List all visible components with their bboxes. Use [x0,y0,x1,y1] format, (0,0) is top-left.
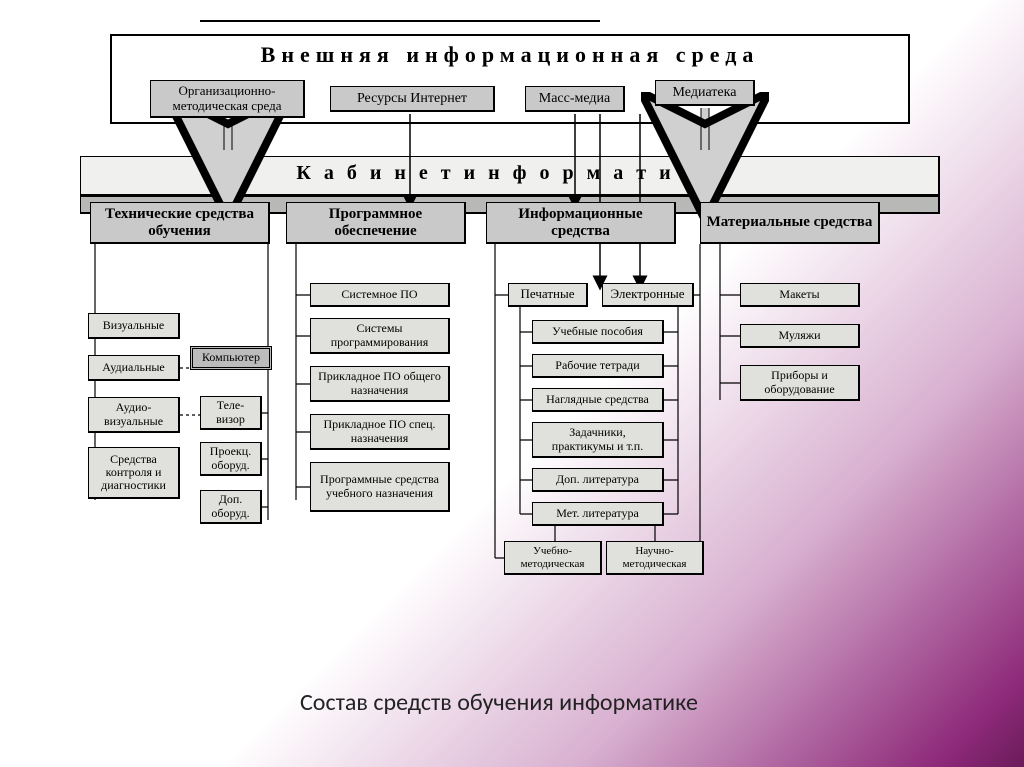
tech-left-3: Средства контроля и диагностики [88,447,180,499]
category-mat: Материальные средства [700,202,880,244]
soft-2: Прикладное ПО общего назначения [310,366,450,402]
diagram-canvas: Внешняя информационная среда К а б и н е… [0,0,1024,767]
tech-right-1: Теле-визор [200,396,262,430]
info-head-0: Печатные [508,283,588,307]
cabinet-title: К а б и н е т и н ф о р м а т и к и [90,162,930,185]
tech-right-0: Компьютер [190,346,272,370]
mat-1: Муляжи [740,324,860,348]
tech-left-0: Визуальные [88,313,180,339]
info-item-4: Доп. литература [532,468,664,492]
category-info: Информационные средства [486,202,676,244]
category-tech: Технические средства обучения [90,202,270,244]
tech-left-1: Аудиальные [88,355,180,381]
soft-1: Системы программирования [310,318,450,354]
info-item-5: Мет. литература [532,502,664,526]
tech-right-2: Проекц. оборуд. [200,442,262,476]
mat-2: Приборы и оборудование [740,365,860,401]
info-item-2: Наглядные средства [532,388,664,412]
info-item-0: Учебные пособия [532,320,664,344]
info-head-1: Электронные [602,283,694,307]
tech-left-2: Аудио-визуальные [88,397,180,433]
caption: Состав средств обучения информатике [300,688,698,717]
info-foot-1: Научно-методическая [606,541,704,575]
outer-env-title: Внешняя информационная среда [150,42,870,68]
decor-line [200,20,600,22]
env-item-2: Масс-медиа [525,86,625,112]
info-item-3: Задачники, практикумы и т.п. [532,422,664,458]
info-foot-0: Учебно-методическая [504,541,602,575]
tech-right-3: Доп. оборуд. [200,490,262,524]
mat-0: Макеты [740,283,860,307]
env-item-1: Ресурсы Интернет [330,86,495,112]
category-soft: Программное обеспечение [286,202,466,244]
soft-0: Системное ПО [310,283,450,307]
soft-4: Программные средства учебного назначения [310,462,450,512]
env-item-3: Медиатека [655,80,755,106]
info-item-1: Рабочие тетради [532,354,664,378]
env-item-0: Организационно-методическая среда [150,80,305,118]
soft-3: Прикладное ПО спец. назначения [310,414,450,450]
